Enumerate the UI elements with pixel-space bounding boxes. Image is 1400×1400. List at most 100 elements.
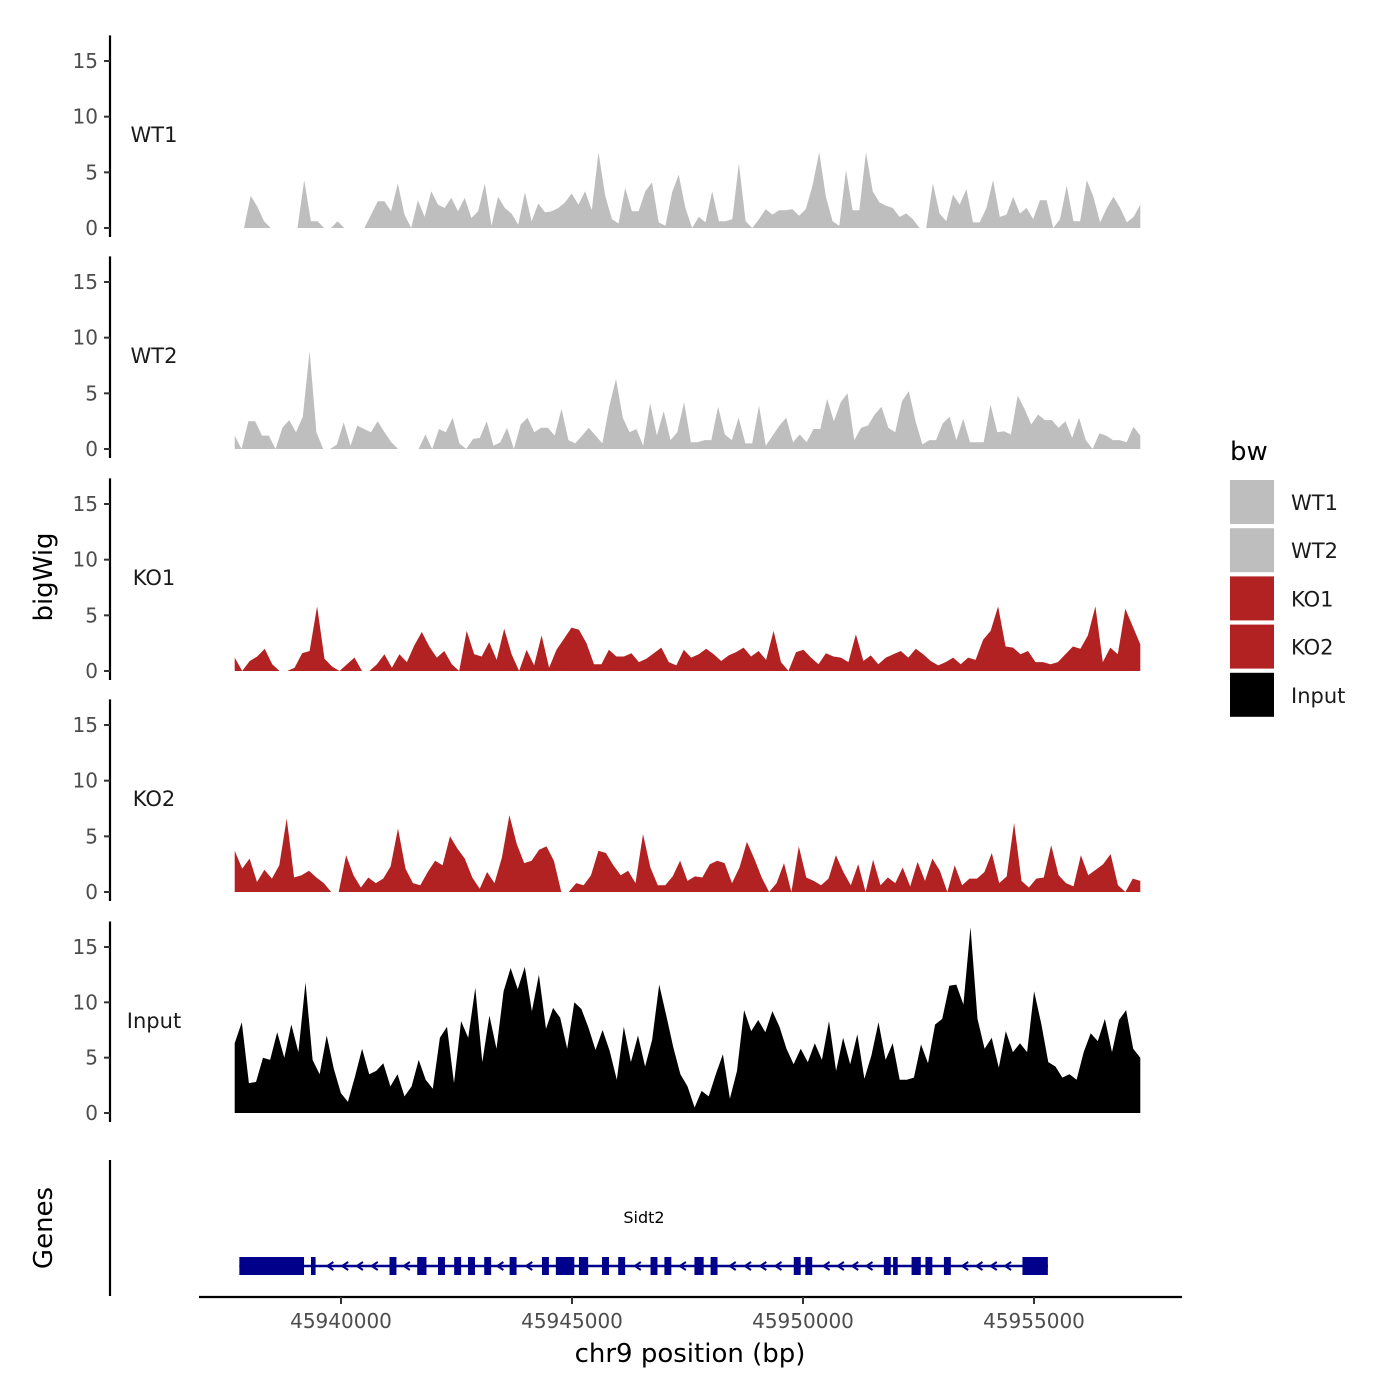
genes-panel: Sidt2: [108, 1160, 1048, 1296]
strand-arrow: [773, 1261, 783, 1271]
gene-exon: [664, 1257, 672, 1275]
track-label-input: Input: [127, 1009, 181, 1033]
strand-arrow: [678, 1261, 687, 1271]
strand-arrow: [989, 1261, 998, 1271]
y-tick-label: 15: [73, 935, 98, 959]
gene-exon: [484, 1257, 492, 1275]
gene-exon: [417, 1257, 427, 1275]
legend: bw WT1 WT2 KO1 KO2 Input: [1230, 437, 1345, 717]
strand-arrow: [850, 1261, 859, 1271]
track-wt2: 0 5 10 15 WT2: [73, 256, 1141, 461]
strand-arrow: [821, 1261, 831, 1271]
legend-key-ko1: [1230, 576, 1274, 621]
legend-key-ko2: [1230, 624, 1274, 669]
gene-exon: [1022, 1257, 1048, 1275]
y-axis-title-genes: Genes: [29, 1187, 59, 1269]
legend-label-wt2: WT2: [1291, 539, 1338, 563]
coverage-area-input: [234, 927, 1141, 1113]
y-tick-label: 0: [85, 216, 98, 240]
track-label-wt1: WT1: [131, 123, 178, 147]
strand-arrow: [355, 1261, 364, 1271]
y-tick-label: 5: [85, 824, 98, 848]
coverage-area-wt2: [234, 351, 1141, 449]
legend-key-wt2: [1230, 528, 1274, 573]
coverage-area-ko1: [234, 606, 1141, 671]
strand-arrow: [836, 1261, 845, 1271]
gene-exon: [793, 1257, 801, 1275]
y-tick-label: 0: [85, 1101, 98, 1125]
y-tick-label: 5: [85, 160, 98, 184]
strand-arrow: [1003, 1261, 1012, 1271]
y-tick-label: 15: [73, 713, 98, 737]
track-label-wt2: WT2: [131, 344, 178, 368]
y-tick-label: 0: [85, 659, 98, 683]
gene-exon: [310, 1257, 316, 1275]
legend-title: bw: [1230, 437, 1268, 467]
strand-arrow: [758, 1261, 767, 1271]
gene-exon: [883, 1257, 891, 1275]
gene-exon: [911, 1257, 921, 1275]
track-label-ko2: KO2: [133, 787, 176, 811]
y-axis-title-bigwig: bigWig: [29, 532, 59, 621]
y-tick-label: 5: [85, 381, 98, 405]
gene-exon: [618, 1257, 626, 1275]
gene-exon: [650, 1257, 658, 1275]
y-tick-label: 15: [73, 270, 98, 294]
gene-exon: [694, 1257, 704, 1275]
gene-exon: [454, 1257, 462, 1275]
strand-arrow: [974, 1261, 984, 1271]
x-tick-label: 45940000: [290, 1309, 392, 1333]
gene-exon: [509, 1257, 517, 1275]
coverage-area-ko2: [234, 815, 1141, 892]
strand-arrow: [340, 1261, 349, 1271]
y-tick-label: 10: [73, 105, 98, 129]
strand-arrow: [727, 1261, 737, 1271]
track-ko1: 0 5 10 15 KO1: [73, 478, 1141, 683]
track-ko2: 0 5 10 15 KO2: [73, 699, 1141, 904]
gene-exon: [943, 1257, 951, 1275]
strand-arrow: [633, 1261, 642, 1271]
strand-arrow: [864, 1261, 874, 1271]
legend-key-wt1: [1230, 480, 1274, 524]
track-wt1: 0 5 10 15 WT1: [73, 35, 1141, 240]
legend-label-input: Input: [1291, 684, 1345, 708]
strand-arrow: [743, 1261, 752, 1271]
gene-exon: [541, 1257, 549, 1275]
gene-exon: [389, 1257, 397, 1275]
strand-arrow: [495, 1261, 504, 1271]
x-axis-title: chr9 position (bp): [575, 1339, 806, 1369]
gene-exon: [710, 1257, 718, 1275]
strand-arrow: [402, 1261, 411, 1271]
y-tick-label: 10: [73, 769, 98, 793]
gene-exon: [555, 1257, 575, 1275]
gene-exon: [438, 1257, 445, 1275]
legend-label-ko1: KO1: [1291, 587, 1334, 611]
y-tick-label: 15: [73, 49, 98, 73]
legend-label-ko2: KO2: [1291, 636, 1334, 660]
y-tick-label: 0: [85, 880, 98, 904]
gene-exon: [893, 1257, 898, 1275]
y-tick-label: 0: [85, 437, 98, 461]
y-tick-label: 10: [73, 548, 98, 572]
x-tick-label: 45950000: [752, 1309, 854, 1333]
gene-exon: [602, 1257, 609, 1275]
track-input: 0 5 10 15 Input: [73, 921, 1141, 1125]
gene-exon: [805, 1257, 813, 1275]
y-tick-label: 10: [73, 326, 98, 350]
y-tick-label: 15: [73, 492, 98, 516]
x-axis: 45940000 45945000 45950000 45955000: [199, 1295, 1182, 1333]
gene-label: Sidt2: [623, 1208, 664, 1227]
strand-arrow: [524, 1261, 533, 1271]
y-tick-label: 10: [73, 990, 98, 1014]
gene-exon: [239, 1257, 305, 1275]
x-tick-label: 45945000: [521, 1309, 623, 1333]
x-tick-label: 45955000: [983, 1309, 1085, 1333]
y-tick-label: 5: [85, 603, 98, 627]
legend-key-input: [1230, 672, 1274, 717]
track-label-ko1: KO1: [133, 566, 176, 590]
strand-arrow: [960, 1261, 969, 1271]
y-tick-label: 5: [85, 1046, 98, 1070]
gene-exon: [468, 1257, 475, 1275]
gene-exon: [925, 1257, 933, 1275]
